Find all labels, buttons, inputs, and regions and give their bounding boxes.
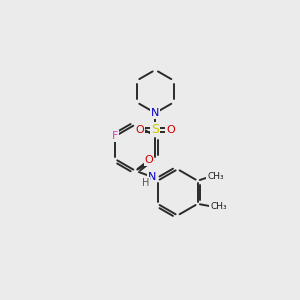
Text: N: N xyxy=(148,172,156,182)
Text: O: O xyxy=(166,125,175,135)
Text: H: H xyxy=(142,178,149,188)
Text: CH₃: CH₃ xyxy=(210,202,227,211)
Text: F: F xyxy=(112,131,119,141)
Text: CH₃: CH₃ xyxy=(207,172,224,181)
Text: N: N xyxy=(151,108,160,118)
Text: O: O xyxy=(145,155,154,165)
Text: O: O xyxy=(136,125,144,135)
Text: S: S xyxy=(151,123,159,136)
